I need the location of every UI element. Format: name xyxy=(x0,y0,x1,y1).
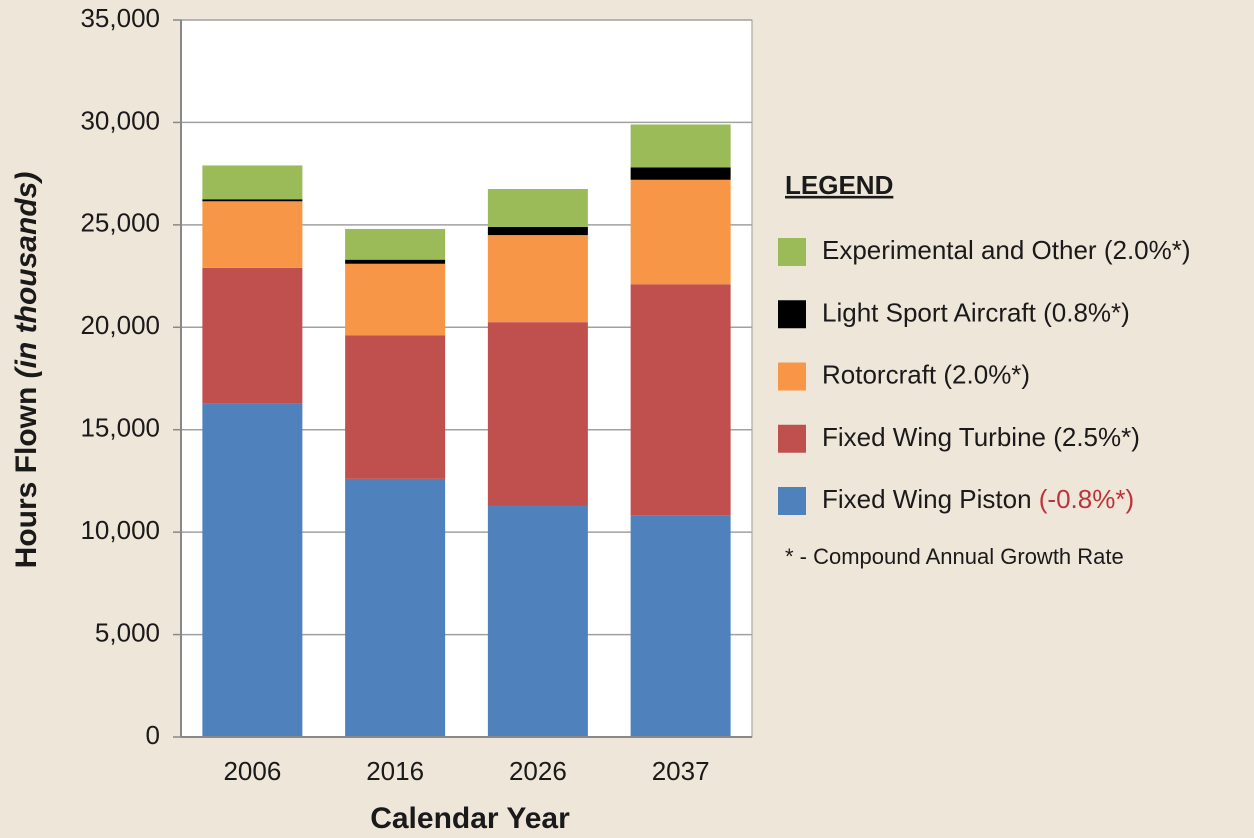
bar-segment xyxy=(630,515,731,737)
bar-segment xyxy=(487,226,588,236)
legend-name: Fixed Wing Turbine xyxy=(822,422,1046,452)
legend-swatch xyxy=(778,362,806,391)
legend-entry: Rotorcraft (2.0%*) xyxy=(822,359,1030,389)
x-tick-label: 2016 xyxy=(366,756,424,786)
legend-swatch xyxy=(778,238,806,266)
legend-entry: Experimental and Other (2.0%*) xyxy=(822,235,1191,265)
y-tick-label: 10,000 xyxy=(80,515,160,545)
legend-swatch xyxy=(778,300,806,329)
y-tick-label: 25,000 xyxy=(80,208,160,238)
legend-name: Light Sport Aircraft xyxy=(822,297,1037,327)
legend-rate: (-0.8%*) xyxy=(1039,484,1134,514)
bar-segment xyxy=(630,179,731,285)
bar-segment xyxy=(345,259,446,264)
y-tick-label: 0 xyxy=(146,720,160,750)
x-tick-label: 2026 xyxy=(509,756,567,786)
x-axis-label: Calendar Year xyxy=(370,802,570,835)
legend-title: LEGEND xyxy=(785,170,893,200)
bar-segment xyxy=(487,235,588,323)
legend-name: Experimental and Other xyxy=(822,235,1097,265)
bar-segment xyxy=(487,322,588,506)
legend-name: Fixed Wing Piston xyxy=(822,484,1032,514)
legend-rate: (2.5%*) xyxy=(1053,422,1140,452)
bar-segment xyxy=(345,335,446,479)
y-axis-label-note: (in thousands) xyxy=(10,172,43,379)
y-tick-label: 15,000 xyxy=(80,413,160,443)
bar-segment xyxy=(202,267,303,404)
legend-rate: (0.8%*) xyxy=(1043,297,1130,327)
legend-rate: (2.0%*) xyxy=(1104,235,1191,265)
bar-segment xyxy=(345,263,446,336)
y-tick-label: 20,000 xyxy=(80,310,160,340)
bar-segment xyxy=(202,165,303,200)
bar-segment xyxy=(345,228,446,260)
y-axis-label-main: Hours Flown xyxy=(10,387,43,569)
bar-segment xyxy=(202,201,303,268)
footnote: * - Compound Annual Growth Rate xyxy=(785,544,1124,569)
legend-rate: (2.0%*) xyxy=(943,359,1030,389)
bar-segment xyxy=(487,189,588,227)
y-tick-label: 5,000 xyxy=(95,617,160,647)
bar-segment xyxy=(630,284,731,516)
legend-swatch xyxy=(778,487,806,515)
bar-segment xyxy=(487,505,588,737)
bar-segment xyxy=(630,124,731,168)
legend-entry: Fixed Wing Piston (-0.8%*) xyxy=(822,484,1134,514)
legend-name: Rotorcraft xyxy=(822,359,937,389)
bar-segment xyxy=(630,167,731,180)
bar-segment xyxy=(202,199,303,202)
legend-entry: Fixed Wing Turbine (2.5%*) xyxy=(822,422,1140,452)
y-axis-label: Hours Flown (in thousands) xyxy=(10,172,43,569)
x-tick-label: 2037 xyxy=(652,756,710,786)
y-tick-label: 30,000 xyxy=(80,105,160,135)
x-tick-label: 2006 xyxy=(223,756,281,786)
bar-segment xyxy=(345,478,446,737)
legend-swatch xyxy=(778,424,806,453)
legend-entry: Light Sport Aircraft (0.8%*) xyxy=(822,297,1130,327)
bar-segment xyxy=(202,403,303,737)
y-tick-label: 35,000 xyxy=(80,3,160,33)
